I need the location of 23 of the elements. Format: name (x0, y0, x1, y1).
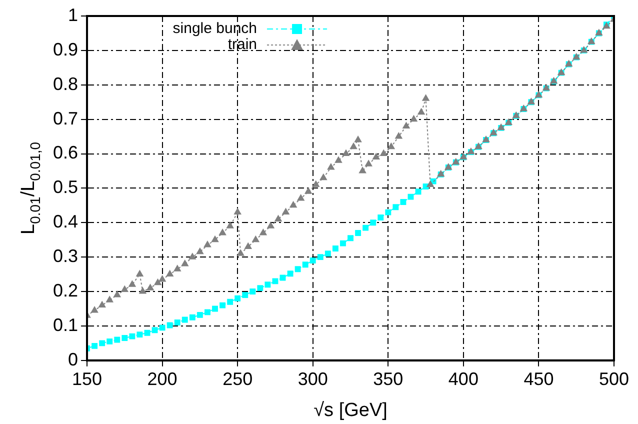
y-tick-label: 0.2 (52, 280, 78, 300)
y-tick-label: 0.9 (52, 39, 78, 60)
legend-label: train (228, 36, 258, 54)
x-tick-label: 200 (147, 369, 178, 390)
legend-label: single bunch (172, 20, 258, 38)
y-tick-label: 1 (68, 4, 78, 25)
y-tick-label: 0.7 (52, 108, 78, 128)
y-tick-label: 0.4 (52, 212, 78, 232)
y-tick-label: 0.6 (52, 142, 78, 163)
y-tick-label: 0.1 (52, 314, 78, 335)
x-tick-label: 350 (373, 369, 404, 390)
x-tick-label: 500 (598, 369, 630, 390)
x-tick-label: 400 (448, 369, 478, 390)
x-tick-label: 300 (298, 369, 328, 390)
y-axis-title: L0.01/L0.01,0 (18, 142, 43, 234)
x-tick-label: 250 (222, 369, 253, 390)
y-tick-label: 0.8 (52, 74, 78, 94)
y-tick-label: 0.3 (52, 246, 78, 266)
y-tick-label: 0.5 (52, 177, 78, 198)
x-axis-title: √s [GeV] (314, 400, 388, 421)
x-tick-label: 450 (524, 369, 554, 390)
y-tick-label: 0 (68, 349, 78, 370)
x-tick-label: 150 (72, 369, 102, 390)
